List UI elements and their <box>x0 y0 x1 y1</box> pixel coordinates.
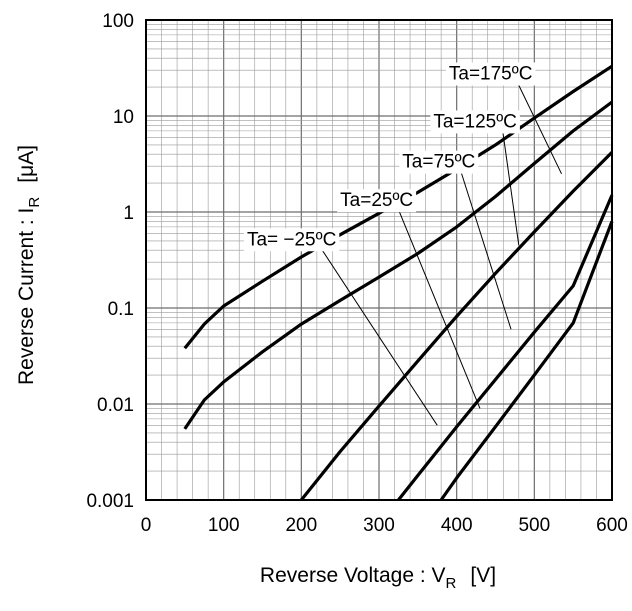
y-axis-title-unit: [μA] <box>15 145 38 183</box>
leader-lines <box>321 84 562 426</box>
x-tick-label: 0 <box>141 515 152 536</box>
y-tick-label: 100 <box>102 11 134 32</box>
series-line <box>397 194 614 501</box>
x-tick-label: 400 <box>441 515 473 536</box>
series-label-background <box>445 62 536 86</box>
x-tick-label: 300 <box>363 515 395 536</box>
series-line <box>183 64 613 350</box>
y-tick-labels: 0.001 0.01 0.1 1 10 100 <box>86 11 134 512</box>
series-leader-line <box>321 250 438 426</box>
y-axis-title: Reverse Current : IR [μA] <box>15 145 43 385</box>
x-tick-labels: 0 100 200 300 400 500 600 <box>141 515 628 536</box>
series-label-background <box>399 150 479 174</box>
curves <box>183 64 614 502</box>
x-axis-title-main: Reverse Voltage : V <box>260 564 446 587</box>
series-leader-line <box>460 172 512 330</box>
series-label-background <box>243 228 340 252</box>
grid <box>146 20 612 500</box>
series-leader-line <box>502 132 520 246</box>
series-label-background <box>337 189 417 213</box>
series-leader-line <box>398 210 481 409</box>
y-tick-label: 0.1 <box>108 299 134 320</box>
y-tick-label: 0.001 <box>86 491 134 512</box>
x-tick-label: 600 <box>596 515 628 536</box>
series-label: Ta=125ºC <box>433 111 517 132</box>
series-leader-line <box>517 84 562 175</box>
series-label: Ta=75ºC <box>402 152 475 173</box>
y-tick-label: 1 <box>123 203 134 224</box>
series-line <box>300 151 614 502</box>
x-axis-title-unit: [V] <box>470 564 496 587</box>
x-tick-label: 200 <box>285 515 317 536</box>
series-label-background <box>430 110 520 134</box>
y-tick-label: 10 <box>113 107 134 128</box>
x-tick-label: 100 <box>208 515 240 536</box>
y-axis-title-main: Reverse Current : I <box>15 208 38 385</box>
series-label: Ta= −25ºC <box>247 229 336 250</box>
y-axis-title-subscript: R <box>26 197 43 208</box>
x-axis-title: Reverse Voltage : VR [V] <box>260 564 496 592</box>
series-line <box>183 100 613 430</box>
series-label: Ta=175ºC <box>449 63 533 84</box>
series-label: Ta=25ºC <box>340 190 413 211</box>
plot-frame <box>145 19 613 501</box>
x-axis-title-subscript: R <box>446 575 457 592</box>
series-line <box>439 220 614 501</box>
y-tick-label: 0.01 <box>97 395 134 416</box>
x-tick-label: 500 <box>518 515 550 536</box>
